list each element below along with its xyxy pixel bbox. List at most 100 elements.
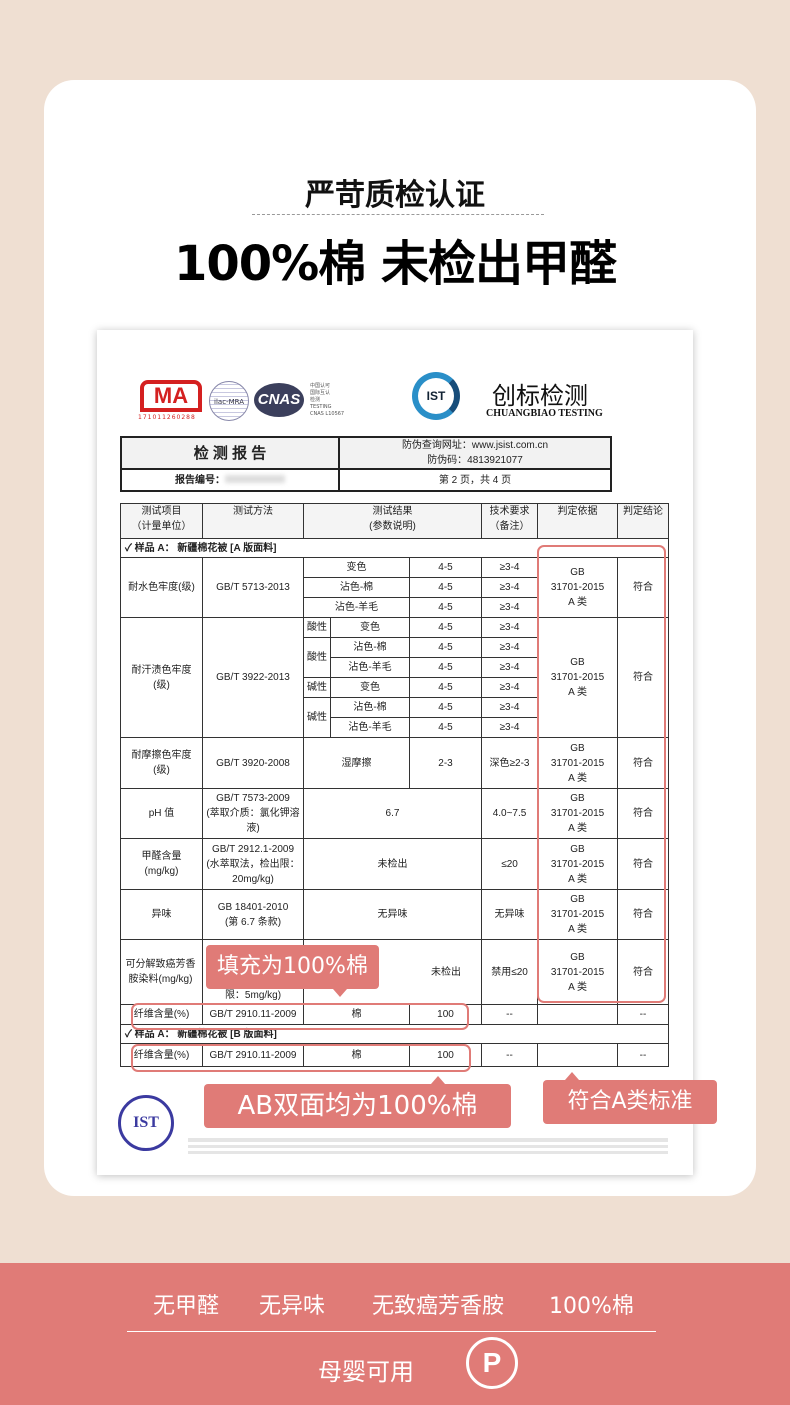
standard-highlight [537,545,666,1003]
divider [252,214,544,215]
cell: ≥3-4 [481,717,539,738]
cell: 深色≥2-3 [481,737,539,789]
item: 可分解致癌芳香胺染料(mg/kg) [120,939,203,1005]
cell: ≤20 [481,838,539,890]
col-header: 测试方法 [202,503,304,539]
conclusion: 符合 [617,939,670,1005]
method: GB/T 7573-2009 (萃取介质：氯化钾溶液) [202,788,304,839]
cell: 沾色-羊毛 [330,717,410,738]
cell: ≥3-4 [481,617,539,638]
cell [537,1043,619,1067]
feature-label: 无甲醛 [153,1294,220,1319]
cell: 未检出 [302,838,483,890]
cell: 变色 [330,677,410,698]
report-title: 检 测 报 告 [120,436,340,470]
cell: 碱性 [303,697,331,738]
conclusion: 符合 [617,737,670,789]
col-header: 测试结果 (参数说明) [302,503,483,539]
cell: 6.7 [302,788,483,839]
cell: 禁用≤20 [481,939,539,1005]
cell: 沾色-棉 [330,637,410,658]
ist-logo: IST [412,372,460,420]
cell: ≥3-4 [481,677,539,698]
feature-label: 无致癌芳香胺 [372,1294,505,1319]
cell: 4-5 [408,637,483,658]
item: 异味 [120,889,203,940]
standard: GB 31701-2015 A 类 [537,939,619,1005]
headline: 100%棉 未检出甲醛 [173,236,617,292]
cell: -- [481,1043,539,1067]
method: GB/T 3922-2013 [202,617,304,738]
cell: 沾色-棉 [303,577,410,598]
col-header: 测试项目 （计量单位） [120,503,203,539]
cell: 4-5 [408,597,483,618]
cell: 碱性 [303,677,331,698]
cell: 4-5 [408,657,483,678]
cell: ≥3-4 [481,557,539,578]
col-header: 判定结论 [617,503,670,539]
cell: 酸性 [303,637,331,678]
cma-logo: MA [140,380,202,412]
fiber-b-highlight [131,1044,471,1072]
fiber-a-highlight [131,1003,469,1030]
item: 甲醛含量 (mg/kg) [120,838,203,890]
conclusion: 符合 [617,557,670,618]
report-header: 检 测 报 告 防伪查询网址：www.jsist.com.cn 防伪码：48139… [120,436,612,492]
cell: 4-5 [408,617,483,638]
report-number-label: 报告编号： [175,474,225,486]
conclusion: 符合 [617,788,670,839]
standard: GB 31701-2015 A 类 [537,788,619,839]
cell: 2-3 [408,737,483,789]
item: 耐摩擦色牢度 (级) [120,737,203,789]
cell: 变色 [330,617,410,638]
cell: 4-5 [408,717,483,738]
standard: GB 31701-2015 A 类 [537,737,619,789]
cell: 4-5 [408,557,483,578]
feature-label: 100%棉 [549,1294,634,1319]
item: 耐汗渍色牢度 (级) [120,617,203,738]
standard: GB 31701-2015 A 类 [537,617,619,738]
cma-number: 171011260288 [138,414,196,421]
cnas-text: 中国认可 国际互认 检测 TESTING CNAS L10567 [310,383,345,417]
brand-p-icon: P [466,1337,518,1389]
cell: 沾色-羊毛 [303,597,410,618]
brand-name: 创标检测 [492,382,588,410]
callout-filling: 填充为100%棉 [206,945,379,997]
cell: 无异味 [481,889,539,940]
feature-label: 无异味 [259,1294,326,1319]
cell: 酸性 [303,617,331,638]
cell: ≥3-4 [481,657,539,678]
cell [537,1004,619,1025]
cell: 沾色-棉 [330,697,410,718]
ilac-mra-logo: ilac-MRA [209,381,249,421]
cell: 棉 [303,1043,410,1067]
cell: 变色 [303,557,410,578]
method: GB/T 5713-2013 [202,557,304,618]
col-header: 技术要求 （备注） [481,503,539,539]
method: GB/T 3920-2008 [202,737,304,789]
subtitle: 严苛质检认证 [305,178,485,213]
verify-code: 防伪码：4813921077 [427,455,523,466]
brand-name-en: CHUANGBIAO TESTING [486,408,603,419]
item: 耐水色牢度(级) [120,557,203,618]
cell: 4-5 [408,697,483,718]
cell: 4-5 [408,577,483,598]
standard: GB 31701-2015 A 类 [537,889,619,940]
cell: ≥3-4 [481,697,539,718]
item: pH 值 [120,788,203,839]
slogan: 母婴可用 [318,1358,414,1386]
cell: -- [617,1043,670,1067]
fine-print [188,1135,668,1157]
conclusion: 符合 [617,617,670,738]
conclusion: 符合 [617,889,670,940]
cell: 4.0~7.5 [481,788,539,839]
cell: ≥3-4 [481,637,539,658]
page-number: 第 2 页，共 4 页 [338,468,612,492]
cell: 无异味 [302,889,483,940]
callout-ab: AB双面均为100%棉 [204,1076,511,1128]
method: GB 18401-2010 (第 6.7 条款) [202,889,304,940]
callout-standard: 符合A类标准 [543,1072,717,1124]
divider [127,1331,656,1332]
results-table: 测试项目 （计量单位） 测试方法 测试结果 (参数说明) 技术要求 （备注） 判定依据判… [119,503,670,1067]
cell: 4-5 [408,677,483,698]
